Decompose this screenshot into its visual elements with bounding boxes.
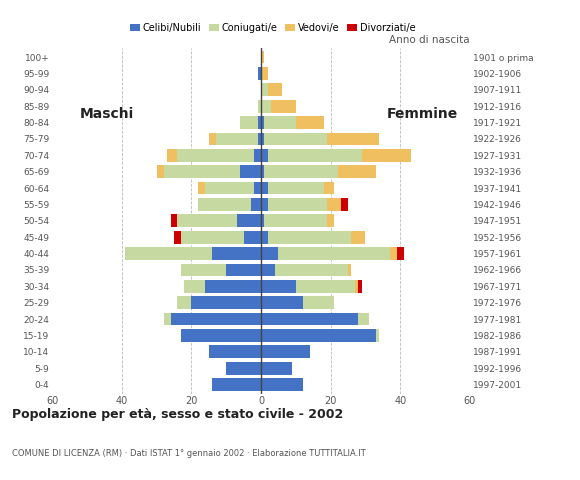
Bar xyxy=(358,312,369,325)
Text: COMUNE DI LICENZA (RM) · Dati ISTAT 1° gennaio 2002 · Elaborazione TUTTITALIA.IT: COMUNE DI LICENZA (RM) · Dati ISTAT 1° g… xyxy=(12,449,365,458)
Bar xyxy=(348,264,351,276)
Bar xyxy=(177,149,254,162)
Bar xyxy=(261,378,303,391)
Bar xyxy=(327,132,379,145)
Bar xyxy=(261,132,264,145)
Bar xyxy=(167,149,177,162)
Bar xyxy=(261,116,264,129)
Bar xyxy=(184,280,205,293)
Bar xyxy=(261,329,376,342)
Bar xyxy=(268,198,327,211)
Bar xyxy=(258,67,261,80)
Bar xyxy=(258,132,261,145)
Bar xyxy=(125,247,212,260)
Bar xyxy=(205,181,254,194)
Bar xyxy=(296,280,355,293)
Bar xyxy=(261,215,264,227)
Bar xyxy=(261,165,264,178)
Bar xyxy=(171,312,261,325)
Text: Maschi: Maschi xyxy=(80,108,135,121)
Bar xyxy=(226,264,261,276)
Bar xyxy=(240,165,261,178)
Bar xyxy=(209,346,261,358)
Bar xyxy=(261,181,268,194)
Bar xyxy=(261,100,271,112)
Bar xyxy=(212,247,261,260)
Bar xyxy=(303,296,334,309)
Legend: Celibi/Nubili, Coniugati/e, Vedovi/e, Divorziati/e: Celibi/Nubili, Coniugati/e, Vedovi/e, Di… xyxy=(126,19,419,37)
Text: Femmine: Femmine xyxy=(386,108,458,121)
Bar xyxy=(261,198,268,211)
Bar xyxy=(177,215,237,227)
Text: Anno di nascita: Anno di nascita xyxy=(389,35,470,45)
Bar xyxy=(268,231,351,243)
Bar xyxy=(264,116,296,129)
Bar xyxy=(205,280,261,293)
Bar xyxy=(171,215,177,227)
Bar xyxy=(261,84,268,96)
Bar xyxy=(177,296,191,309)
Bar xyxy=(261,346,310,358)
Bar xyxy=(264,215,327,227)
Bar xyxy=(258,100,261,112)
Bar xyxy=(181,264,226,276)
Bar xyxy=(397,247,404,260)
Bar xyxy=(351,231,365,243)
Bar xyxy=(327,215,334,227)
Bar xyxy=(261,67,268,80)
Bar xyxy=(355,280,358,293)
Bar xyxy=(164,312,171,325)
Bar xyxy=(226,362,261,374)
Bar xyxy=(261,312,358,325)
Bar xyxy=(358,280,362,293)
Bar xyxy=(244,231,261,243)
Bar xyxy=(278,247,390,260)
Bar xyxy=(261,264,275,276)
Bar xyxy=(261,149,268,162)
Bar xyxy=(261,296,303,309)
Bar xyxy=(240,116,258,129)
Bar xyxy=(191,296,261,309)
Bar xyxy=(261,247,278,260)
Bar xyxy=(251,198,261,211)
Bar xyxy=(261,362,292,374)
Bar xyxy=(174,231,181,243)
Bar xyxy=(261,50,264,63)
Bar xyxy=(268,84,282,96)
Bar xyxy=(275,264,348,276)
Bar xyxy=(390,247,397,260)
Bar xyxy=(209,132,216,145)
Bar xyxy=(338,165,376,178)
Bar xyxy=(324,181,334,194)
Bar xyxy=(271,100,296,112)
Bar xyxy=(258,116,261,129)
Bar xyxy=(181,329,261,342)
Bar xyxy=(264,132,327,145)
Bar xyxy=(254,181,261,194)
Bar xyxy=(268,181,324,194)
Bar xyxy=(341,198,348,211)
Bar xyxy=(264,165,338,178)
Bar xyxy=(164,165,240,178)
Bar xyxy=(237,215,261,227)
Bar xyxy=(362,149,411,162)
Bar xyxy=(216,132,258,145)
Bar xyxy=(157,165,164,178)
Bar xyxy=(261,231,268,243)
Bar xyxy=(327,198,341,211)
Bar xyxy=(198,198,251,211)
Bar xyxy=(376,329,379,342)
Bar xyxy=(254,149,261,162)
Bar xyxy=(261,280,296,293)
Bar xyxy=(198,181,205,194)
Bar xyxy=(296,116,324,129)
Bar xyxy=(268,149,362,162)
Bar xyxy=(181,231,244,243)
Text: Popolazione per età, sesso e stato civile - 2002: Popolazione per età, sesso e stato civil… xyxy=(12,408,343,420)
Bar xyxy=(212,378,261,391)
